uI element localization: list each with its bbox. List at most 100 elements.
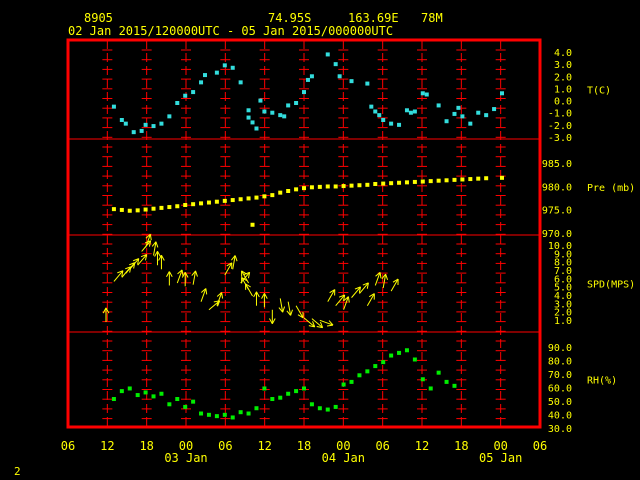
temp-point <box>294 101 299 105</box>
y-tick-label: 1.0 <box>554 84 572 95</box>
wind-arrow-head <box>316 325 323 329</box>
pres-point <box>452 177 457 182</box>
temp-point <box>175 101 180 105</box>
y-tick-label: 985.0 <box>542 159 572 170</box>
rh-point <box>373 364 378 369</box>
wind-arrow-head <box>129 262 135 266</box>
temp-point <box>381 118 386 122</box>
y-tick-label: 4.0 <box>554 48 572 59</box>
wind-arrow-shaft <box>113 270 124 282</box>
wind-arrow-shaft <box>241 270 249 284</box>
x-tick-label: 06 <box>533 439 547 453</box>
pres-point <box>357 183 362 188</box>
temp-point <box>203 73 207 78</box>
temp-point <box>408 110 413 115</box>
wind-arrow-head <box>366 282 369 289</box>
wind-arrow-head <box>132 258 139 262</box>
pres-point <box>436 178 441 183</box>
temp-point <box>262 109 267 114</box>
pres-point <box>270 193 275 198</box>
temp-point <box>444 119 449 124</box>
wind-arrow-head <box>155 241 159 248</box>
rh-point <box>222 412 227 417</box>
y-tick-label: 4.0 <box>554 291 572 302</box>
wind-arrow-head <box>290 309 293 316</box>
pres-point <box>349 183 354 188</box>
wind-arrow-head <box>195 270 198 277</box>
wind-arrow-shaft <box>311 318 323 329</box>
temp-point <box>183 93 188 98</box>
y-tick-label: 30.0 <box>548 424 572 435</box>
temp-point <box>369 104 374 109</box>
wind-arrow-head <box>253 291 257 298</box>
wind-arrow-shaft <box>176 269 183 284</box>
pres-point <box>404 180 409 185</box>
x-tick-label: 18 <box>297 439 311 453</box>
wind-arrow-shaft <box>359 282 369 294</box>
pres-point <box>397 180 402 185</box>
y-tick-label: 50.0 <box>548 397 572 408</box>
y-tick-label: -2.0 <box>548 121 572 132</box>
pres-point <box>333 184 338 189</box>
temp-point <box>270 110 275 115</box>
rh-point <box>246 411 251 416</box>
rh-point <box>254 406 259 411</box>
panel-label: T(C) <box>587 86 611 97</box>
y-tick-label: 9.0 <box>554 249 572 260</box>
wind-arrow-head <box>102 307 107 314</box>
temp-point <box>139 128 144 133</box>
rh-point <box>444 379 449 384</box>
wind-arrow-shaft <box>153 241 157 256</box>
temp-point <box>191 90 196 95</box>
rh-point <box>294 389 299 394</box>
wind-arrow-head <box>381 273 387 280</box>
temp-point <box>131 130 136 135</box>
temp-point <box>238 80 243 85</box>
temp-point <box>452 111 457 116</box>
temp-point <box>230 65 235 70</box>
rh-point <box>262 386 267 391</box>
wind-arrow-head <box>205 288 208 295</box>
pres-point <box>183 203 188 207</box>
panel-label: SPD(MPS) <box>587 280 635 291</box>
temp-point <box>214 70 219 75</box>
y-tick-label: 80.0 <box>548 357 572 368</box>
wind-arrow-head <box>319 321 324 328</box>
temp-point <box>373 109 378 114</box>
wind-arrow-head <box>221 292 224 299</box>
pres-point <box>127 208 132 213</box>
temp-point <box>111 104 116 109</box>
rh-point <box>436 370 441 375</box>
wind-arrow-head <box>286 310 291 316</box>
wind-arrow-head <box>328 320 334 326</box>
wind-arrow-shaft <box>137 254 148 266</box>
rh-point <box>302 386 306 391</box>
wind-arrow-shaft <box>145 234 151 248</box>
y-tick-label: 975.0 <box>542 206 572 217</box>
y-tick-label: -1.0 <box>548 109 572 120</box>
wind-arrow-head <box>216 292 222 297</box>
rh-point <box>135 393 140 398</box>
pres-point <box>135 208 140 213</box>
pres-point <box>317 184 322 189</box>
pres-point <box>278 190 283 195</box>
wind-arrow-head <box>191 270 196 276</box>
temp-point <box>302 90 306 95</box>
station-id: 8905 <box>84 11 113 25</box>
rh-point <box>381 360 386 365</box>
wind-arrow-shaft <box>129 258 140 270</box>
temp-point <box>151 124 156 129</box>
temp-point <box>420 91 425 96</box>
wind-arrow-shaft <box>216 292 223 306</box>
page-number: 2 <box>14 465 21 478</box>
temp-point <box>365 81 370 86</box>
temp-point <box>286 103 291 108</box>
pres-point <box>206 200 211 205</box>
y-tick-label: 0.0 <box>554 97 572 108</box>
wind-arrow-head <box>347 296 350 303</box>
pres-point <box>484 176 489 181</box>
pres-point <box>143 207 148 212</box>
wind-arrow-head <box>241 270 247 275</box>
temp-point <box>254 126 259 131</box>
wind-arrow-head <box>338 294 345 298</box>
